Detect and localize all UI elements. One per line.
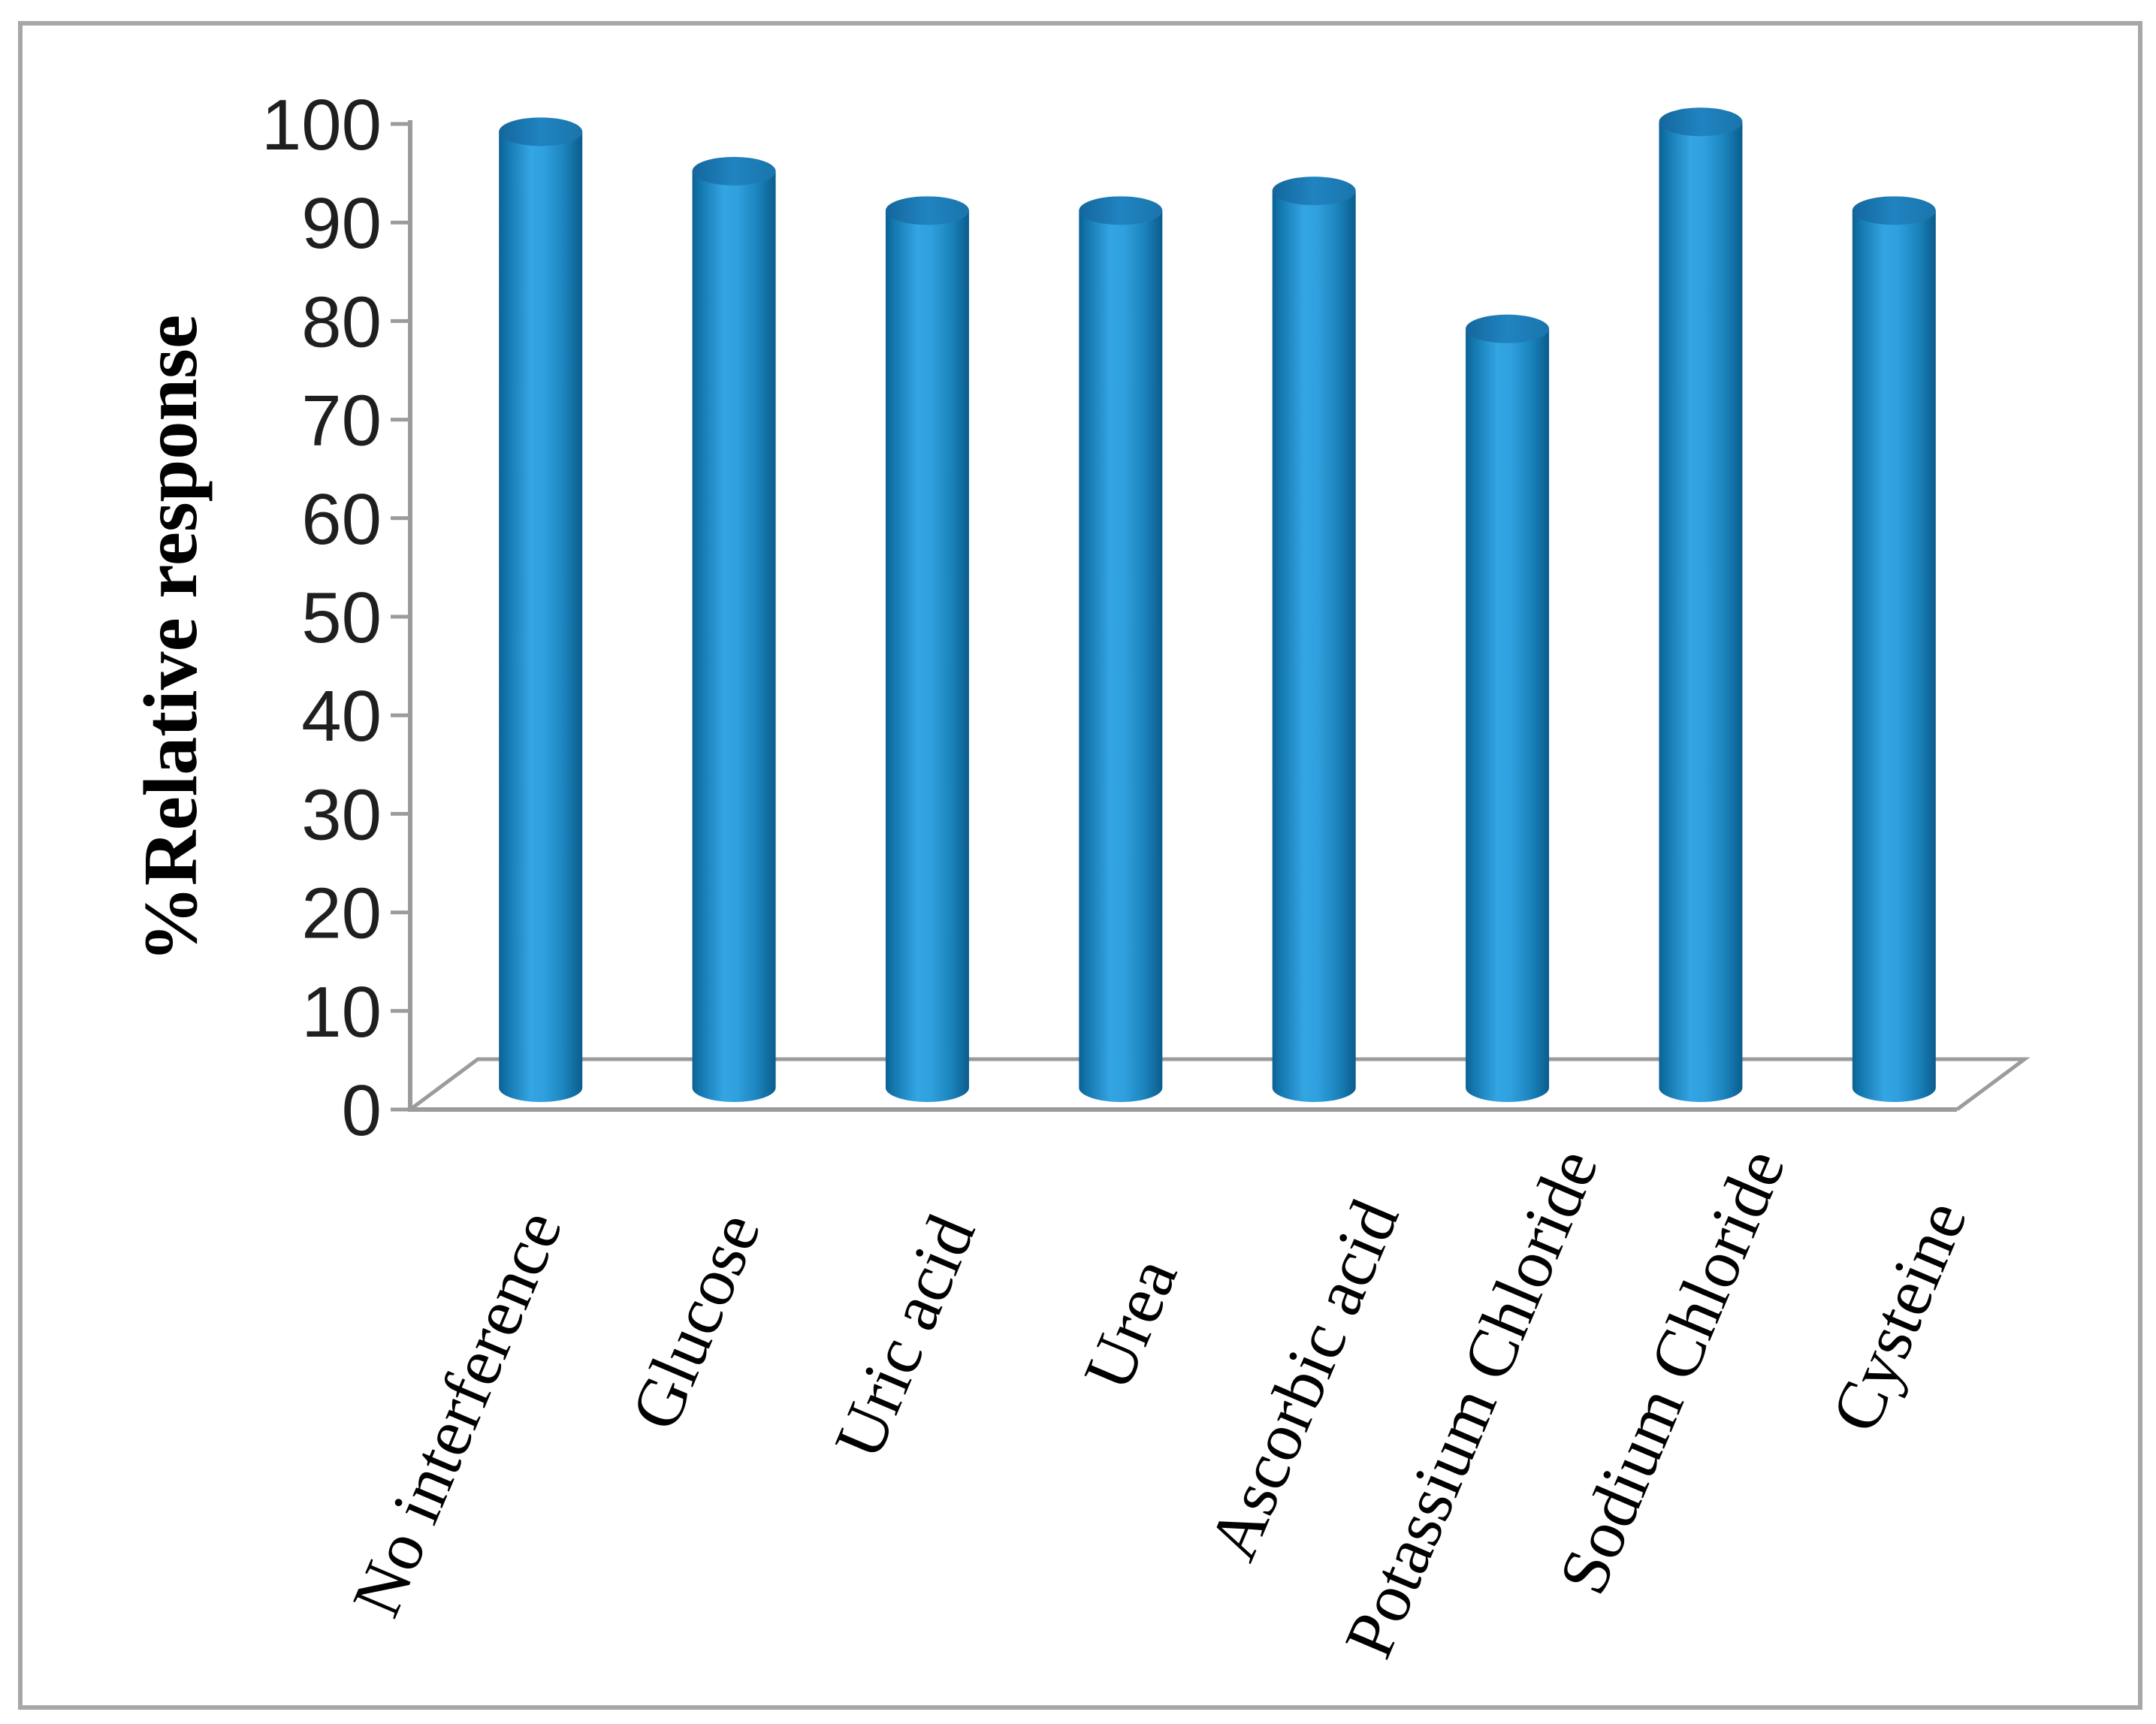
cylinder-top <box>1466 314 1550 343</box>
figure-frame: 0 10 20 30 40 50 60 70 80 90 100 No interference Gl… <box>18 21 2142 1710</box>
cylinder-top <box>692 156 776 186</box>
cylinder-top <box>1659 107 1743 137</box>
bar-cylinder-urea <box>1079 196 1163 1102</box>
x-axis-label-glucose: Glucose <box>616 1202 775 1440</box>
cylinder-body <box>1659 122 1743 1103</box>
bar-cylinder-no-interference <box>499 117 583 1103</box>
bar-series <box>499 107 1936 1103</box>
bar-cylinder-sodium-chloride <box>1659 107 1743 1103</box>
bar-cylinder-uric-acid <box>885 196 969 1102</box>
cylinder-top <box>1079 196 1163 225</box>
cylinder-body <box>1852 210 1936 1102</box>
cylinder-body <box>499 131 583 1103</box>
y-tick-label: 60 <box>301 479 382 560</box>
y-axis: 0 10 20 30 40 50 60 70 80 90 100 <box>261 85 1957 1151</box>
bar-cylinder-potassium-chloride <box>1466 314 1550 1102</box>
y-axis-title: %Relative response <box>128 315 213 962</box>
cylinder-body <box>1272 191 1356 1102</box>
y-tick-label: 50 <box>301 578 382 658</box>
x-axis-labels: No interference Glucose Uric acid Urea Ascor… <box>337 1138 1981 1668</box>
x-axis-label-ascorbic-acid: Ascorbic acid <box>1194 1189 1414 1571</box>
cylinder-body <box>692 171 776 1103</box>
y-tick-label: 30 <box>301 774 382 855</box>
cylinder-body <box>885 210 969 1102</box>
cylinder-top <box>1272 177 1356 206</box>
y-tick-label: 80 <box>301 282 382 362</box>
x-axis-label-cysteine: Cysteine <box>1816 1190 1982 1442</box>
y-tick-label: 70 <box>301 381 382 461</box>
bar-cylinder-cysteine <box>1852 196 1936 1102</box>
cylinder-body <box>1466 328 1550 1102</box>
cylinder-body <box>1079 210 1163 1102</box>
y-tick-label: 10 <box>301 972 382 1052</box>
floor-outline <box>409 1057 2031 1112</box>
x-axis-label-no-interference: No interference <box>337 1200 576 1627</box>
y-tick-label: 0 <box>342 1070 382 1151</box>
y-tick-label: 20 <box>301 874 382 954</box>
cylinder-bar-chart: 0 10 20 30 40 50 60 70 80 90 100 No interference Gl… <box>128 85 2031 1668</box>
plot-floor <box>409 1057 2031 1112</box>
x-axis-label-uric-acid: Uric acid <box>820 1204 990 1469</box>
y-tick-label: 90 <box>301 183 382 264</box>
cylinder-top <box>1852 196 1936 225</box>
cylinder-top <box>885 196 969 225</box>
y-tick-label: 100 <box>261 85 382 165</box>
bar-cylinder-glucose <box>692 156 776 1103</box>
x-axis-label-urea: Urea <box>1069 1247 1192 1400</box>
bar-cylinder-ascorbic-acid <box>1272 177 1356 1102</box>
cylinder-top <box>499 117 583 146</box>
y-tick-label: 40 <box>301 676 382 756</box>
